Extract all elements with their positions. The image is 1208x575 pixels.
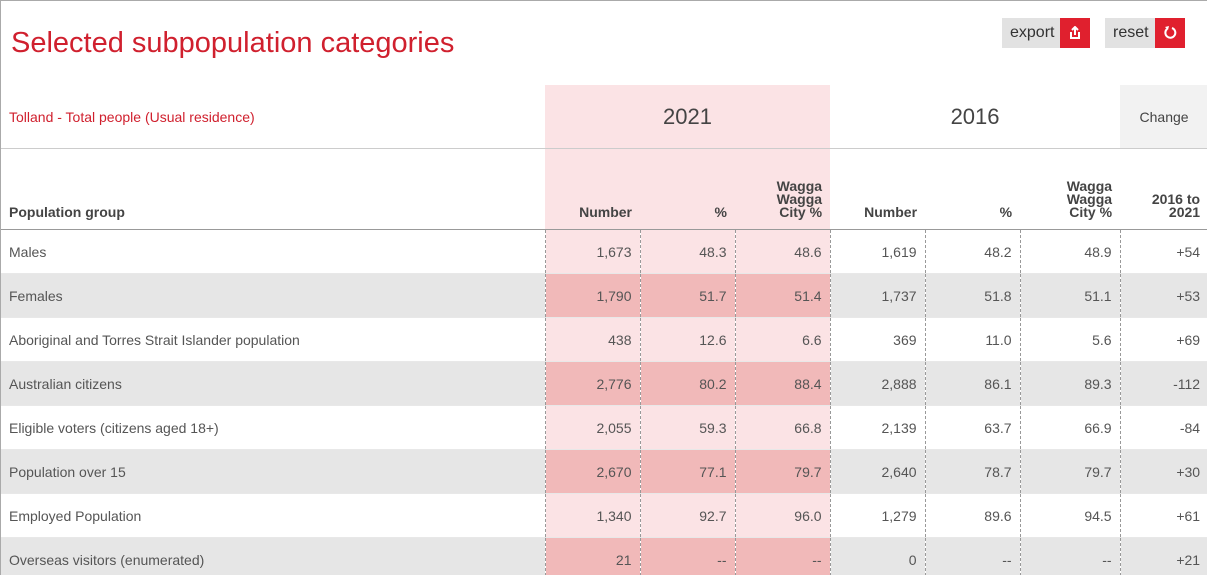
cell: 48.3: [639, 229, 735, 274]
row-label: Females: [1, 273, 545, 318]
cell: 51.4: [734, 273, 831, 318]
cell: 94.5: [1019, 493, 1121, 538]
cell: 79.7: [734, 449, 831, 494]
column-header: %: [640, 148, 735, 230]
cell: --: [734, 537, 831, 575]
cell: --: [1019, 537, 1121, 575]
cell: 1,737: [829, 273, 926, 318]
cell: 5.6: [1019, 317, 1121, 362]
table-row: Females 1,790 51.7 51.4 1,737 51.8 51.1 +53: [1, 273, 1207, 318]
column-header: Number: [545, 148, 640, 230]
export-button[interactable]: export: [1002, 18, 1091, 48]
group-header: 2016: [830, 85, 1121, 149]
cell: 89.3: [1019, 361, 1121, 406]
row-label: Population over 15: [1, 449, 545, 494]
cell: 2,139: [829, 405, 926, 450]
column-header: Population group: [1, 148, 545, 230]
cell: 59.3: [639, 405, 735, 450]
cell: 80.2: [639, 361, 735, 406]
table-row: Aboriginal and Torres Strait Islander po…: [1, 317, 1207, 362]
cell: 438: [544, 317, 640, 362]
caption: Tolland - Total people (Usual residence): [1, 85, 545, 149]
cell: +53: [1119, 273, 1207, 318]
cell: 51.8: [924, 273, 1021, 318]
cell: 66.9: [1019, 405, 1121, 450]
cell: +61: [1119, 493, 1207, 538]
column-header: Wagga Wagga City %: [735, 148, 831, 230]
row-label: Eligible voters (citizens aged 18+): [1, 405, 545, 450]
cell: --: [639, 537, 735, 575]
row-label: Males: [1, 229, 545, 274]
column-header: 2016 to 2021: [1120, 148, 1207, 230]
cell: 92.7: [639, 493, 735, 538]
cell: 96.0: [734, 493, 831, 538]
column-header: Wagga Wagga City %: [1020, 148, 1121, 230]
cell: 369: [829, 317, 926, 362]
cell: 2,888: [829, 361, 926, 406]
table-row: Eligible voters (citizens aged 18+) 2,055…: [1, 405, 1207, 450]
cell: 48.2: [924, 229, 1021, 274]
cell: +54: [1119, 229, 1207, 274]
cell: --: [924, 537, 1021, 575]
cell: 12.6: [639, 317, 735, 362]
export-icon: [1060, 18, 1091, 48]
cell: 79.7: [1019, 449, 1121, 494]
row-label: Australian citizens: [1, 361, 545, 406]
cell: 48.6: [734, 229, 831, 274]
reset-icon: [1154, 18, 1185, 48]
cell: 86.1: [924, 361, 1021, 406]
column-header: Number: [830, 148, 926, 230]
export-label: export: [1010, 24, 1055, 41]
cell: -84: [1119, 405, 1207, 450]
cell: -112: [1119, 361, 1207, 406]
cell: 0: [829, 537, 926, 575]
table-row: Overseas visitors (enumerated) 21 -- -- 0 -- -…: [1, 537, 1207, 575]
cell: 1,673: [544, 229, 640, 274]
cell: 51.1: [1019, 273, 1121, 318]
data-table: Tolland - Total people (Usual residence)…: [1, 85, 1207, 575]
row-label: Employed Population: [1, 493, 545, 538]
cell: 77.1: [639, 449, 735, 494]
cell: 63.7: [924, 405, 1021, 450]
cell: 89.6: [924, 493, 1021, 538]
group-header: Change: [1120, 85, 1207, 149]
table-row: Population over 15 2,670 77.1 79.7 2,640 78.7…: [1, 449, 1207, 494]
cell: 88.4: [734, 361, 831, 406]
cell: 2,776: [544, 361, 640, 406]
cell: 66.8: [734, 405, 831, 450]
cell: 1,340: [544, 493, 640, 538]
cell: 1,790: [544, 273, 640, 318]
cell: 51.7: [639, 273, 735, 318]
reset-label: reset: [1113, 24, 1149, 41]
cell: 11.0: [924, 317, 1021, 362]
cell: +21: [1119, 537, 1207, 575]
table-row: Males 1,673 48.3 48.6 1,619 48.2 48.9 +54: [1, 229, 1207, 274]
cell: 1,279: [829, 493, 926, 538]
group-header: 2021: [545, 85, 831, 149]
title: Selected subpopulation categories: [11, 27, 455, 59]
cell: 2,670: [544, 449, 640, 494]
cell: 48.9: [1019, 229, 1121, 274]
cell: 2,640: [829, 449, 926, 494]
reset-button[interactable]: reset: [1105, 18, 1185, 48]
column-header: %: [925, 148, 1021, 230]
cell: +30: [1119, 449, 1207, 494]
cell: 1,619: [829, 229, 926, 274]
cell: 21: [544, 537, 640, 575]
row-label: Overseas visitors (enumerated): [1, 537, 545, 575]
cell: 78.7: [924, 449, 1021, 494]
table-row: Australian citizens 2,776 80.2 88.4 2,888 86.…: [1, 361, 1207, 406]
row-label: Aboriginal and Torres Strait Islander po…: [1, 317, 545, 362]
cell: +69: [1119, 317, 1207, 362]
cell: 6.6: [734, 317, 831, 362]
table-row: Employed Population 1,340 92.7 96.0 1,279 89.…: [1, 493, 1207, 538]
cell: 2,055: [544, 405, 640, 450]
